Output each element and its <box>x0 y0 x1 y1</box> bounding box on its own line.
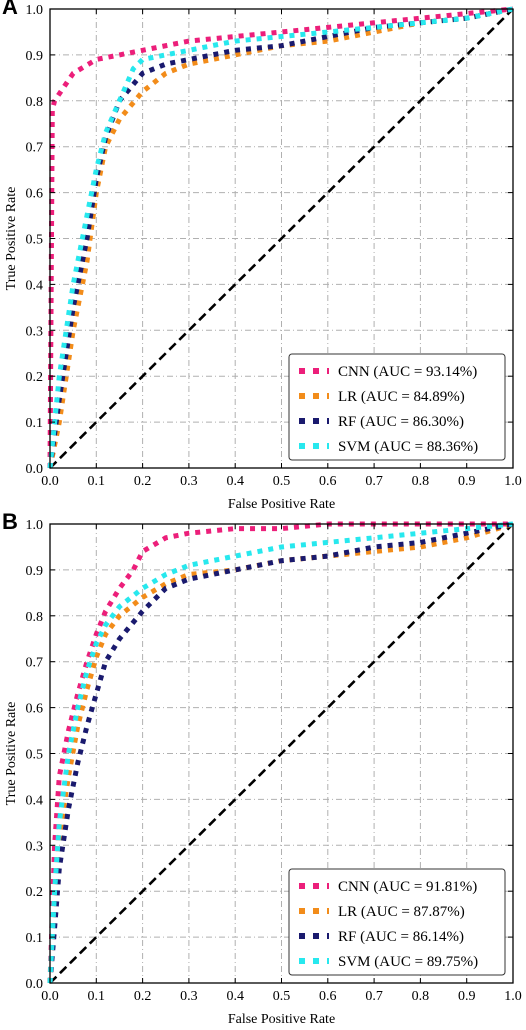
y-tick-label: 0.3 <box>26 839 44 854</box>
y-tick-label: 0.5 <box>26 748 44 763</box>
series-line-lr <box>47 521 514 984</box>
legend-label-lr: LR (AUC = 87.87%) <box>338 904 465 920</box>
series-line-cnn <box>47 6 514 469</box>
legend-label-cnn: CNN (AUC = 93.14%) <box>338 364 477 380</box>
x-tick-label: 0.1 <box>88 989 106 1004</box>
y-tick-label: 0.9 <box>26 564 44 579</box>
y-tick-label: 0.7 <box>26 656 44 671</box>
y-tick-label: 0.9 <box>26 49 44 64</box>
x-tick-label: 0.3 <box>180 474 198 489</box>
y-tick-label: 0.8 <box>26 95 44 110</box>
y-tick-label: 0.5 <box>26 233 44 248</box>
legend-label-svm: SVM (AUC = 89.75%) <box>338 954 478 970</box>
x-axis-label: False Positive Rate <box>228 497 335 512</box>
x-tick-label: 0.3 <box>180 989 198 1004</box>
x-tick-label: 1.0 <box>504 474 522 489</box>
chance-diagonal <box>49 523 514 984</box>
x-tick-label: 0.9 <box>458 989 476 1004</box>
y-tick-label: 0.6 <box>26 702 44 717</box>
y-tick-label: 0.0 <box>26 462 44 477</box>
x-tick-label: 0.2 <box>134 474 152 489</box>
y-axis-label: True Positive Rate <box>4 702 19 806</box>
y-tick-label: 0.1 <box>26 931 44 946</box>
chart-panel-a: A 0.0 0.1 0.2 0.3 0.4 0.5 0.6 0.7 0.8 0.9 1.0 0.0 0.… <box>2 0 522 512</box>
y-axis-label: True Positive Rate <box>4 187 19 291</box>
x-axis-label: False Positive Rate <box>228 1012 335 1027</box>
x-tick-label: 0.9 <box>458 474 476 489</box>
x-tick-label: 0.6 <box>319 989 337 1004</box>
x-tick-label: 0.0 <box>41 989 59 1004</box>
y-tick-label: 1.0 <box>26 3 44 18</box>
series-line-lr <box>47 6 514 469</box>
panel-label-b: B <box>2 509 18 534</box>
legend: CNN (AUC = 91.81%) LR (AUC = 87.87%) RF (A… <box>288 868 506 976</box>
x-tick-label: 0.7 <box>365 989 383 1004</box>
y-tick-label: 0.3 <box>26 324 44 339</box>
series-line-cnn <box>47 521 513 984</box>
legend-box <box>288 868 506 976</box>
legend-box <box>288 353 506 461</box>
y-tick-label: 0.4 <box>26 793 44 808</box>
y-tick-label: 0.2 <box>26 885 44 900</box>
ticks: 0.0 0.1 0.2 0.3 0.4 0.5 0.6 0.7 0.8 0.9 1.0 0.0 0.1 0… <box>26 3 522 489</box>
series-line-rf <box>47 521 514 984</box>
y-tick-label: 0.7 <box>26 141 44 156</box>
x-tick-label: 0.2 <box>134 989 152 1004</box>
legend-label-rf: RF (AUC = 86.14%) <box>338 929 464 945</box>
y-tick-label: 0.4 <box>26 278 44 293</box>
legend-label-rf: RF (AUC = 86.30%) <box>338 414 464 430</box>
x-tick-label: 0.4 <box>226 474 244 489</box>
x-tick-label: 1.0 <box>504 989 522 1004</box>
y-tick-label: 0.6 <box>26 187 44 202</box>
x-tick-label: 0.5 <box>273 989 291 1004</box>
legend-label-lr: LR (AUC = 84.89%) <box>338 389 465 405</box>
x-tick-label: 0.0 <box>41 474 59 489</box>
x-tick-label: 0.1 <box>88 474 106 489</box>
x-tick-label: 0.8 <box>412 474 430 489</box>
y-tick-label: 0.8 <box>26 610 44 625</box>
ticks: 0.0 0.1 0.2 0.3 0.4 0.5 0.6 0.7 0.8 0.9 1.0 0.0 0.1 0… <box>26 518 522 1004</box>
x-tick-label: 0.8 <box>412 989 430 1004</box>
y-tick-label: 0.2 <box>26 370 44 385</box>
legend-label-svm: SVM (AUC = 88.36%) <box>338 439 478 455</box>
legend-label-cnn: CNN (AUC = 91.81%) <box>338 879 477 895</box>
roc-chart-b: 0.0 0.1 0.2 0.3 0.4 0.5 0.6 0.7 0.8 0.9 1.0 0.0 0.1 0… <box>4 518 522 1027</box>
x-tick-label: 0.7 <box>365 474 383 489</box>
chance-diagonal <box>49 8 514 469</box>
y-tick-label: 1.0 <box>26 518 44 533</box>
panel-label-a: A <box>2 0 18 19</box>
series-line-svm <box>47 6 514 469</box>
x-tick-label: 0.4 <box>226 989 244 1004</box>
roc-chart-a: 0.0 0.1 0.2 0.3 0.4 0.5 0.6 0.7 0.8 0.9 1.0 0.0 0.1 0… <box>4 3 522 512</box>
x-tick-label: 0.6 <box>319 474 337 489</box>
y-tick-label: 0.1 <box>26 416 44 431</box>
y-tick-label: 0.0 <box>26 977 44 992</box>
chart-panel-b: B 0.0 0.1 0.2 0.3 0.4 0.5 0.6 0.7 0.8 0.9 1.0 0.0 0.… <box>0 509 526 1030</box>
x-tick-label: 0.5 <box>273 474 291 489</box>
legend: CNN (AUC = 93.14%) LR (AUC = 84.89%) RF (A… <box>288 353 506 461</box>
